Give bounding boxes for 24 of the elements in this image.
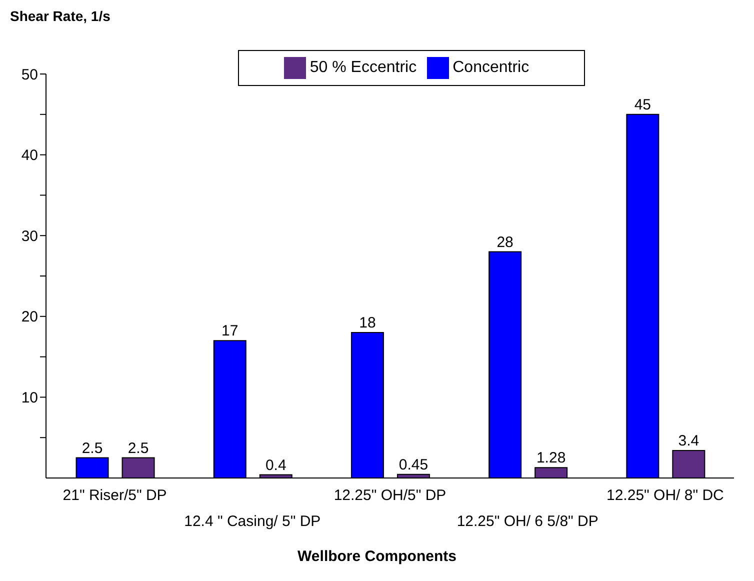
x-tick-label: 21" Riser/5" DP [62, 487, 167, 504]
y-tick-label: 10 [21, 390, 38, 407]
data-label: 45 [634, 96, 652, 114]
y-tick-label: 40 [21, 147, 38, 164]
data-label: 0.45 [398, 456, 428, 474]
data-label: 2.5 [128, 440, 149, 457]
x-axis-title: Wellbore Components [296, 548, 458, 565]
data-label: 18 [359, 314, 376, 332]
data-label: 0.4 [265, 456, 286, 474]
x-tick-label: 12.25" OH/5" DP [334, 487, 446, 504]
y-tick-label: 50 [21, 66, 38, 84]
y-tick-label: 20 [21, 308, 38, 326]
y-tick-label: 30 [21, 228, 38, 245]
data-label: 2.5 [82, 440, 103, 457]
x-tick-label: 12.25" OH/ 8" DC [606, 487, 724, 504]
legend-label: 50 % Eccentric [310, 59, 417, 76]
x-tick-label: 12.25" OH/ 6 5/8" DP [456, 513, 598, 530]
legend-label: Concentric [452, 59, 530, 76]
data-label: 3.4 [678, 432, 700, 450]
data-label: 17 [222, 322, 238, 340]
x-tick-label: 12.4 " Casing/ 5" DP [184, 513, 321, 530]
data-label: 1.28 [536, 450, 566, 467]
y-axis-title: Shear Rate, 1/s [10, 8, 110, 24]
data-label: 28 [496, 234, 514, 251]
